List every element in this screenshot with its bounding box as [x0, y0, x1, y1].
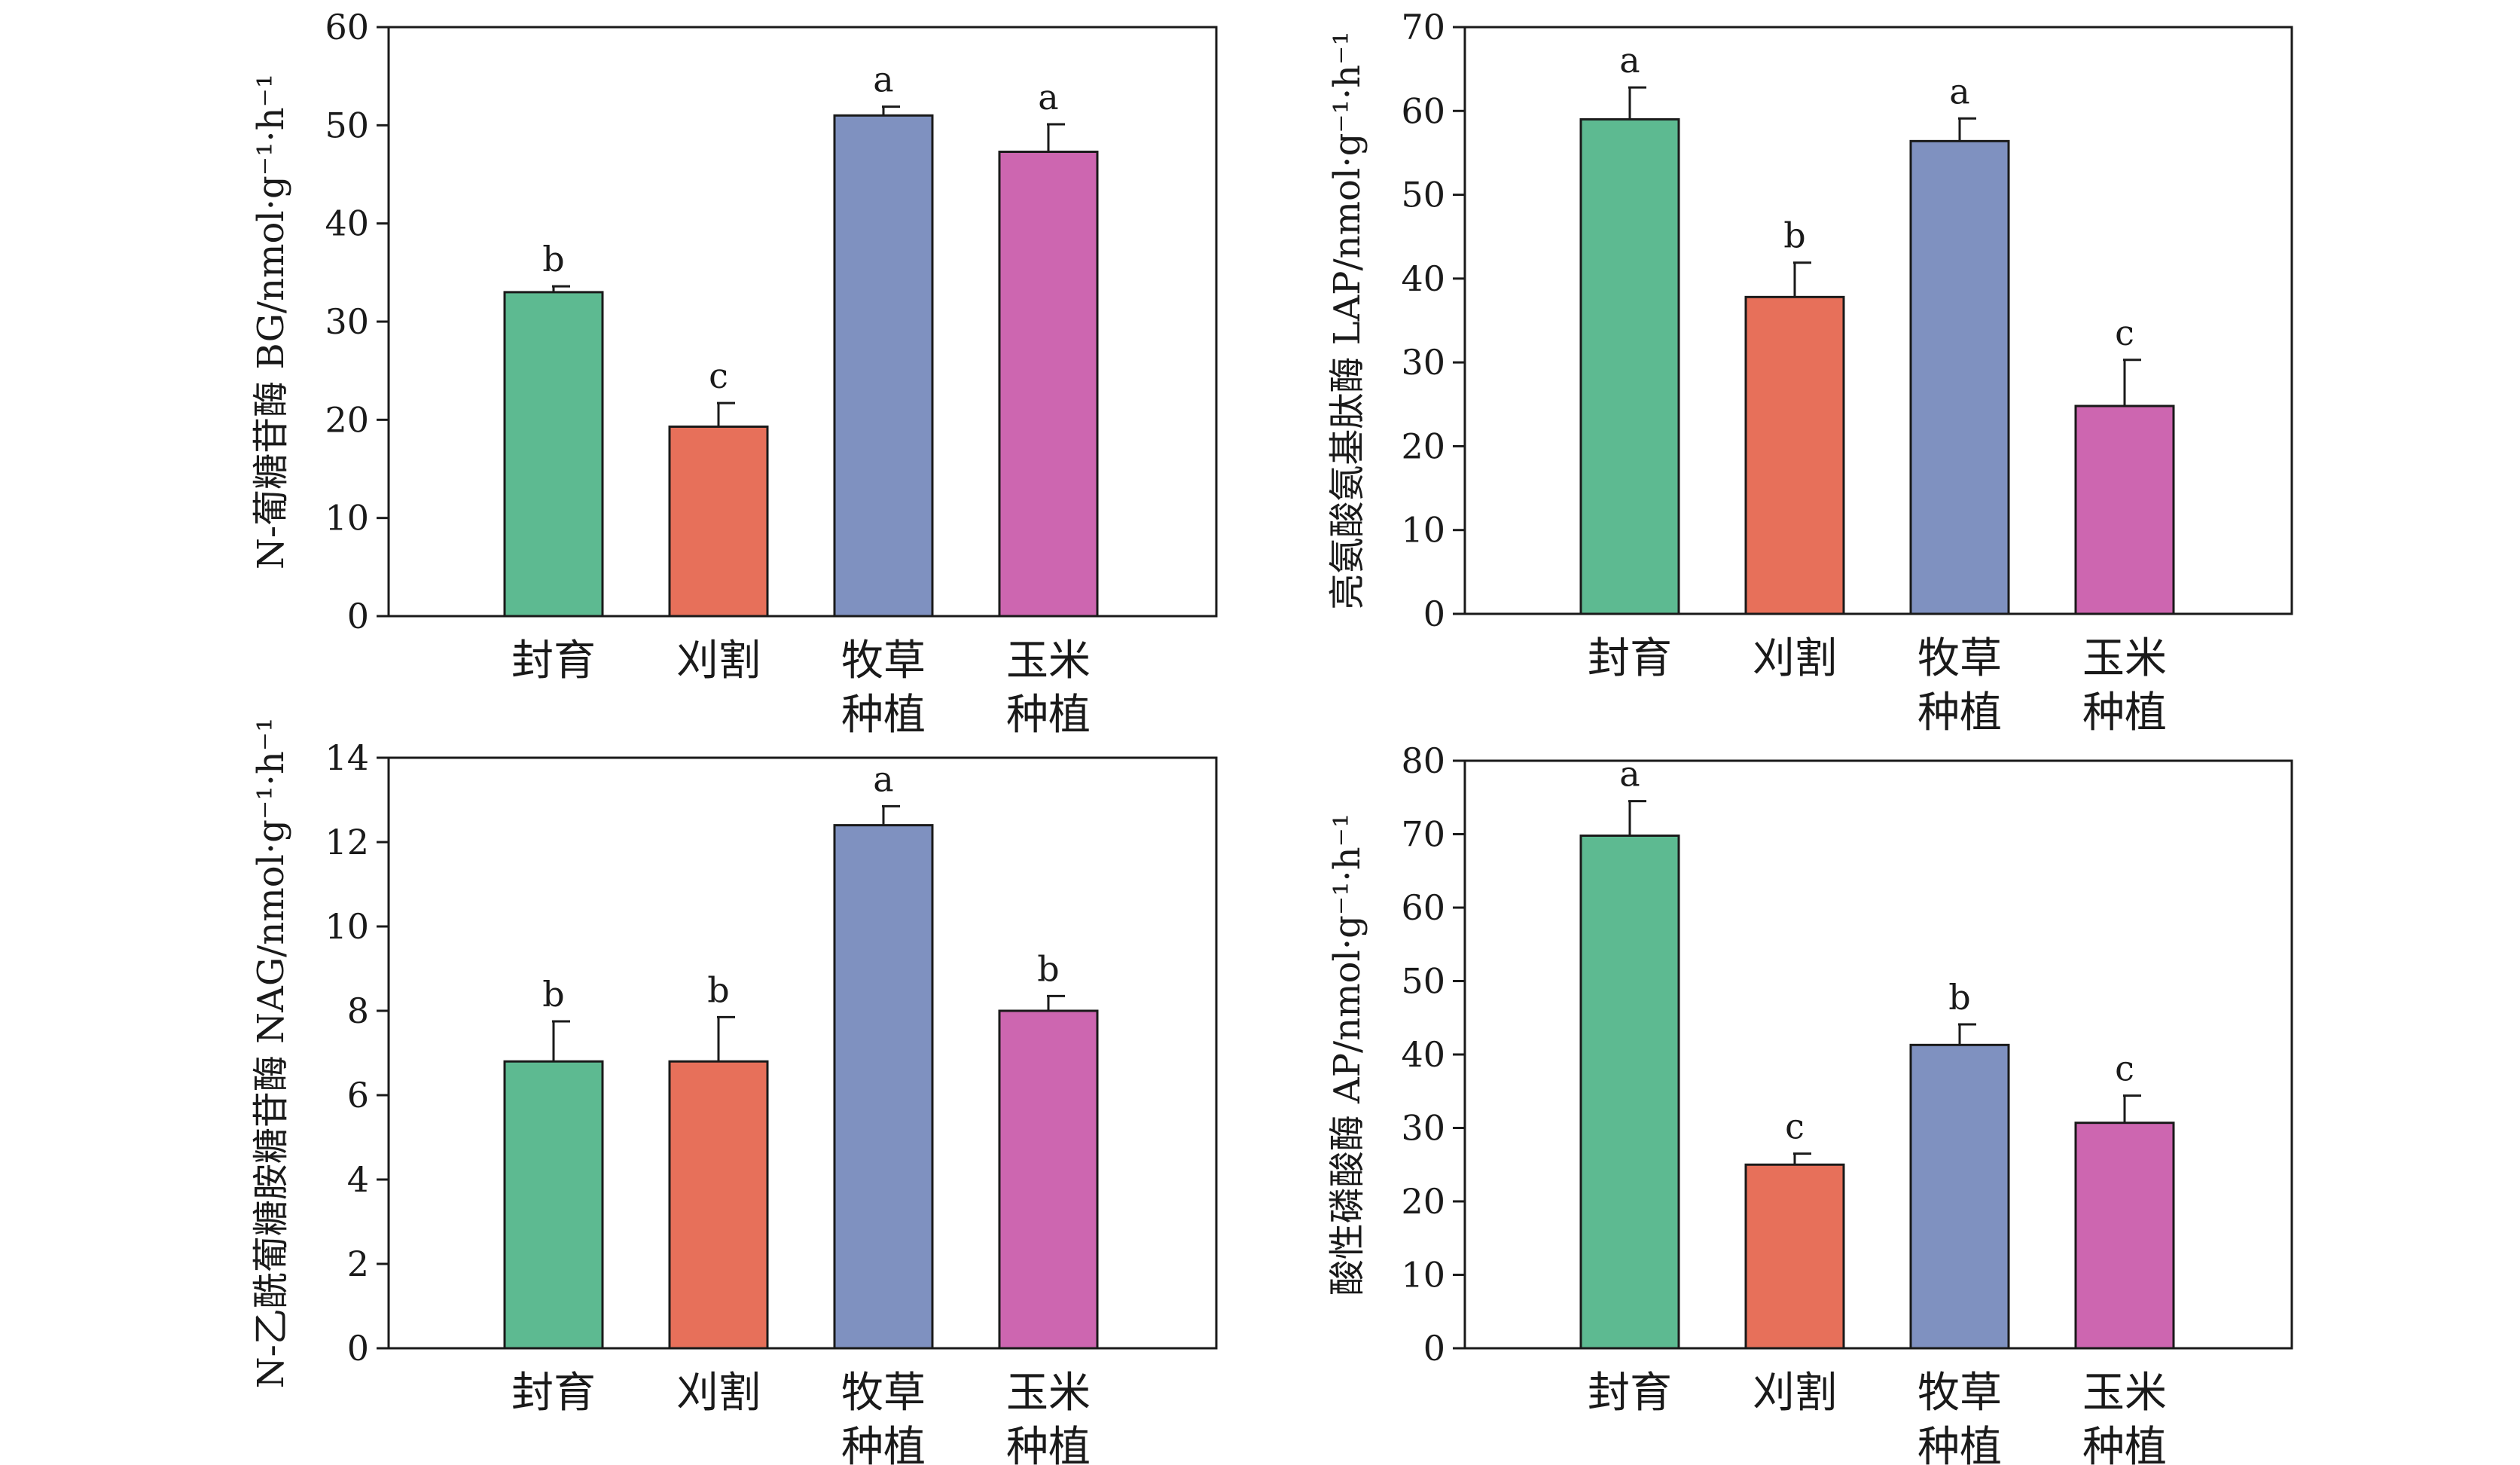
y-tick-label: 4 — [347, 1159, 369, 1200]
bar — [503, 1060, 604, 1350]
category-label: 封育 — [511, 636, 596, 685]
y-tick-label: 40 — [1401, 258, 1445, 299]
plot-frame — [1463, 26, 2293, 615]
category-label: 种植 — [841, 1423, 926, 1465]
y-tick-label: 20 — [1401, 1181, 1445, 1222]
category-label: 牧草 — [1917, 634, 2002, 683]
chart-panel-2: 0 10 20 30 40 50 60 70 亮氨酸氨基肽酶 LAP/nmol·g⁻¹·h⁻¹ a… — [1326, 7, 2293, 737]
bar — [668, 1060, 769, 1350]
category-label: 刈割 — [1753, 634, 1837, 683]
y-tick-label: 60 — [1401, 887, 1445, 928]
category-label: 种植 — [1917, 688, 2002, 737]
bar — [998, 151, 1099, 618]
bar — [1744, 295, 1845, 615]
category-label: 种植 — [1006, 1423, 1091, 1465]
y-axis-label: 酸性磷酸酶 AP/nmol·g⁻¹·h⁻¹ — [1326, 813, 1368, 1296]
category-label: 玉米 — [1006, 636, 1091, 685]
category-label: 牧草 — [1917, 1369, 2002, 1418]
y-tick-label: 30 — [1401, 342, 1445, 383]
y-tick-label: 60 — [1401, 90, 1445, 131]
chart-panel-4: 0 10 20 30 40 50 60 70 80 酸性磷酸酶 AP/nmol·g⁻¹·h⁻¹ a 封… — [1326, 740, 2293, 1465]
chart-panel-3: 0 2 4 6 8 10 12 14 N-乙酰葡糖胺糖苷酶 NAG/nmol·g⁻¹·h⁻¹ b 封… — [250, 718, 1218, 1465]
y-tick-label: 70 — [1401, 814, 1445, 855]
significance-letter: c — [1785, 1106, 1805, 1147]
plot-frame — [387, 756, 1218, 1350]
significance-letter: a — [1949, 71, 1969, 111]
y-tick-label: 20 — [325, 399, 369, 440]
significance-letter: c — [2115, 1048, 2134, 1089]
category-label: 种植 — [841, 691, 926, 740]
y-tick-label: 0 — [1423, 594, 1445, 634]
bar — [998, 1009, 1099, 1350]
bar — [1579, 834, 1680, 1350]
y-axis-label: 亮氨酸氨基肽酶 LAP/nmol·g⁻¹·h⁻¹ — [1326, 31, 1368, 609]
y-tick-label: 2 — [347, 1244, 369, 1284]
significance-letter: a — [1038, 77, 1058, 118]
y-tick-label: 10 — [325, 498, 369, 539]
significance-letter: b — [542, 239, 564, 279]
y-tick-label: 6 — [347, 1075, 369, 1116]
y-tick-label: 0 — [347, 596, 369, 636]
bar — [1909, 1043, 2010, 1350]
y-tick-label: 14 — [325, 737, 369, 778]
y-tick-label: 40 — [325, 203, 369, 244]
significance-letter: b — [707, 969, 729, 1010]
category-label: 刈割 — [676, 636, 761, 685]
significance-letter: a — [1619, 40, 1640, 81]
bar — [2074, 404, 2175, 615]
bar — [833, 114, 934, 618]
y-tick-label: 8 — [347, 990, 369, 1031]
y-tick-label: 0 — [347, 1328, 369, 1369]
category-label: 刈割 — [1753, 1369, 1837, 1418]
significance-letter: b — [542, 974, 564, 1015]
category-label: 种植 — [1006, 691, 1091, 740]
category-label: 种植 — [1917, 1423, 2002, 1465]
y-tick-label: 30 — [1401, 1108, 1445, 1149]
bar — [503, 291, 604, 618]
category-label: 玉米 — [2082, 634, 2167, 683]
y-tick-label: 10 — [1401, 1255, 1445, 1296]
y-tick-label: 40 — [1401, 1034, 1445, 1075]
category-label: 牧草 — [841, 636, 926, 685]
significance-letter: a — [1619, 754, 1640, 795]
significance-letter: c — [709, 356, 728, 396]
y-tick-label: 50 — [325, 105, 369, 145]
category-label: 玉米 — [1006, 1369, 1091, 1418]
y-tick-label: 10 — [1401, 510, 1445, 551]
y-tick-label: 20 — [1401, 426, 1445, 466]
y-tick-label: 80 — [1401, 740, 1445, 781]
category-label: 种植 — [2082, 688, 2167, 737]
significance-letter: b — [1948, 977, 1970, 1018]
category-label: 封育 — [1588, 1369, 1672, 1418]
bar — [668, 425, 769, 618]
category-label: 牧草 — [841, 1369, 926, 1418]
bar — [1909, 139, 2010, 615]
category-label: 玉米 — [2082, 1369, 2167, 1418]
bar — [2074, 1122, 2175, 1350]
significance-letter: a — [873, 60, 893, 100]
y-tick-label: 60 — [325, 7, 369, 47]
y-tick-label: 12 — [325, 822, 369, 862]
bar — [1579, 118, 1680, 615]
significance-letter: c — [2115, 313, 2134, 353]
significance-letter: b — [1037, 948, 1059, 989]
significance-letter: b — [1783, 215, 1805, 256]
category-label: 刈割 — [676, 1369, 761, 1418]
bar — [1744, 1163, 1845, 1350]
bar — [833, 824, 934, 1350]
y-axis-label: N-葡糖苷酶 BG/nmol·g⁻¹·h⁻¹ — [250, 74, 292, 569]
category-label: 封育 — [1588, 634, 1672, 683]
category-label: 封育 — [511, 1369, 596, 1418]
y-tick-label: 70 — [1401, 7, 1445, 47]
y-tick-label: 50 — [1401, 961, 1445, 1002]
category-label: 种植 — [2082, 1423, 2167, 1465]
chart-panel-1: 0 10 20 30 40 50 60 N-葡糖苷酶 BG/nmol·g⁻¹·h⁻¹ b 封育 c 刈… — [250, 7, 1218, 740]
y-tick-label: 0 — [1423, 1328, 1445, 1369]
y-tick-label: 10 — [325, 906, 369, 947]
y-tick-label: 50 — [1401, 175, 1445, 215]
y-axis-label: N-乙酰葡糖胺糖苷酶 NAG/nmol·g⁻¹·h⁻¹ — [250, 718, 292, 1389]
significance-letter: a — [873, 758, 893, 799]
y-tick-label: 30 — [325, 301, 369, 342]
